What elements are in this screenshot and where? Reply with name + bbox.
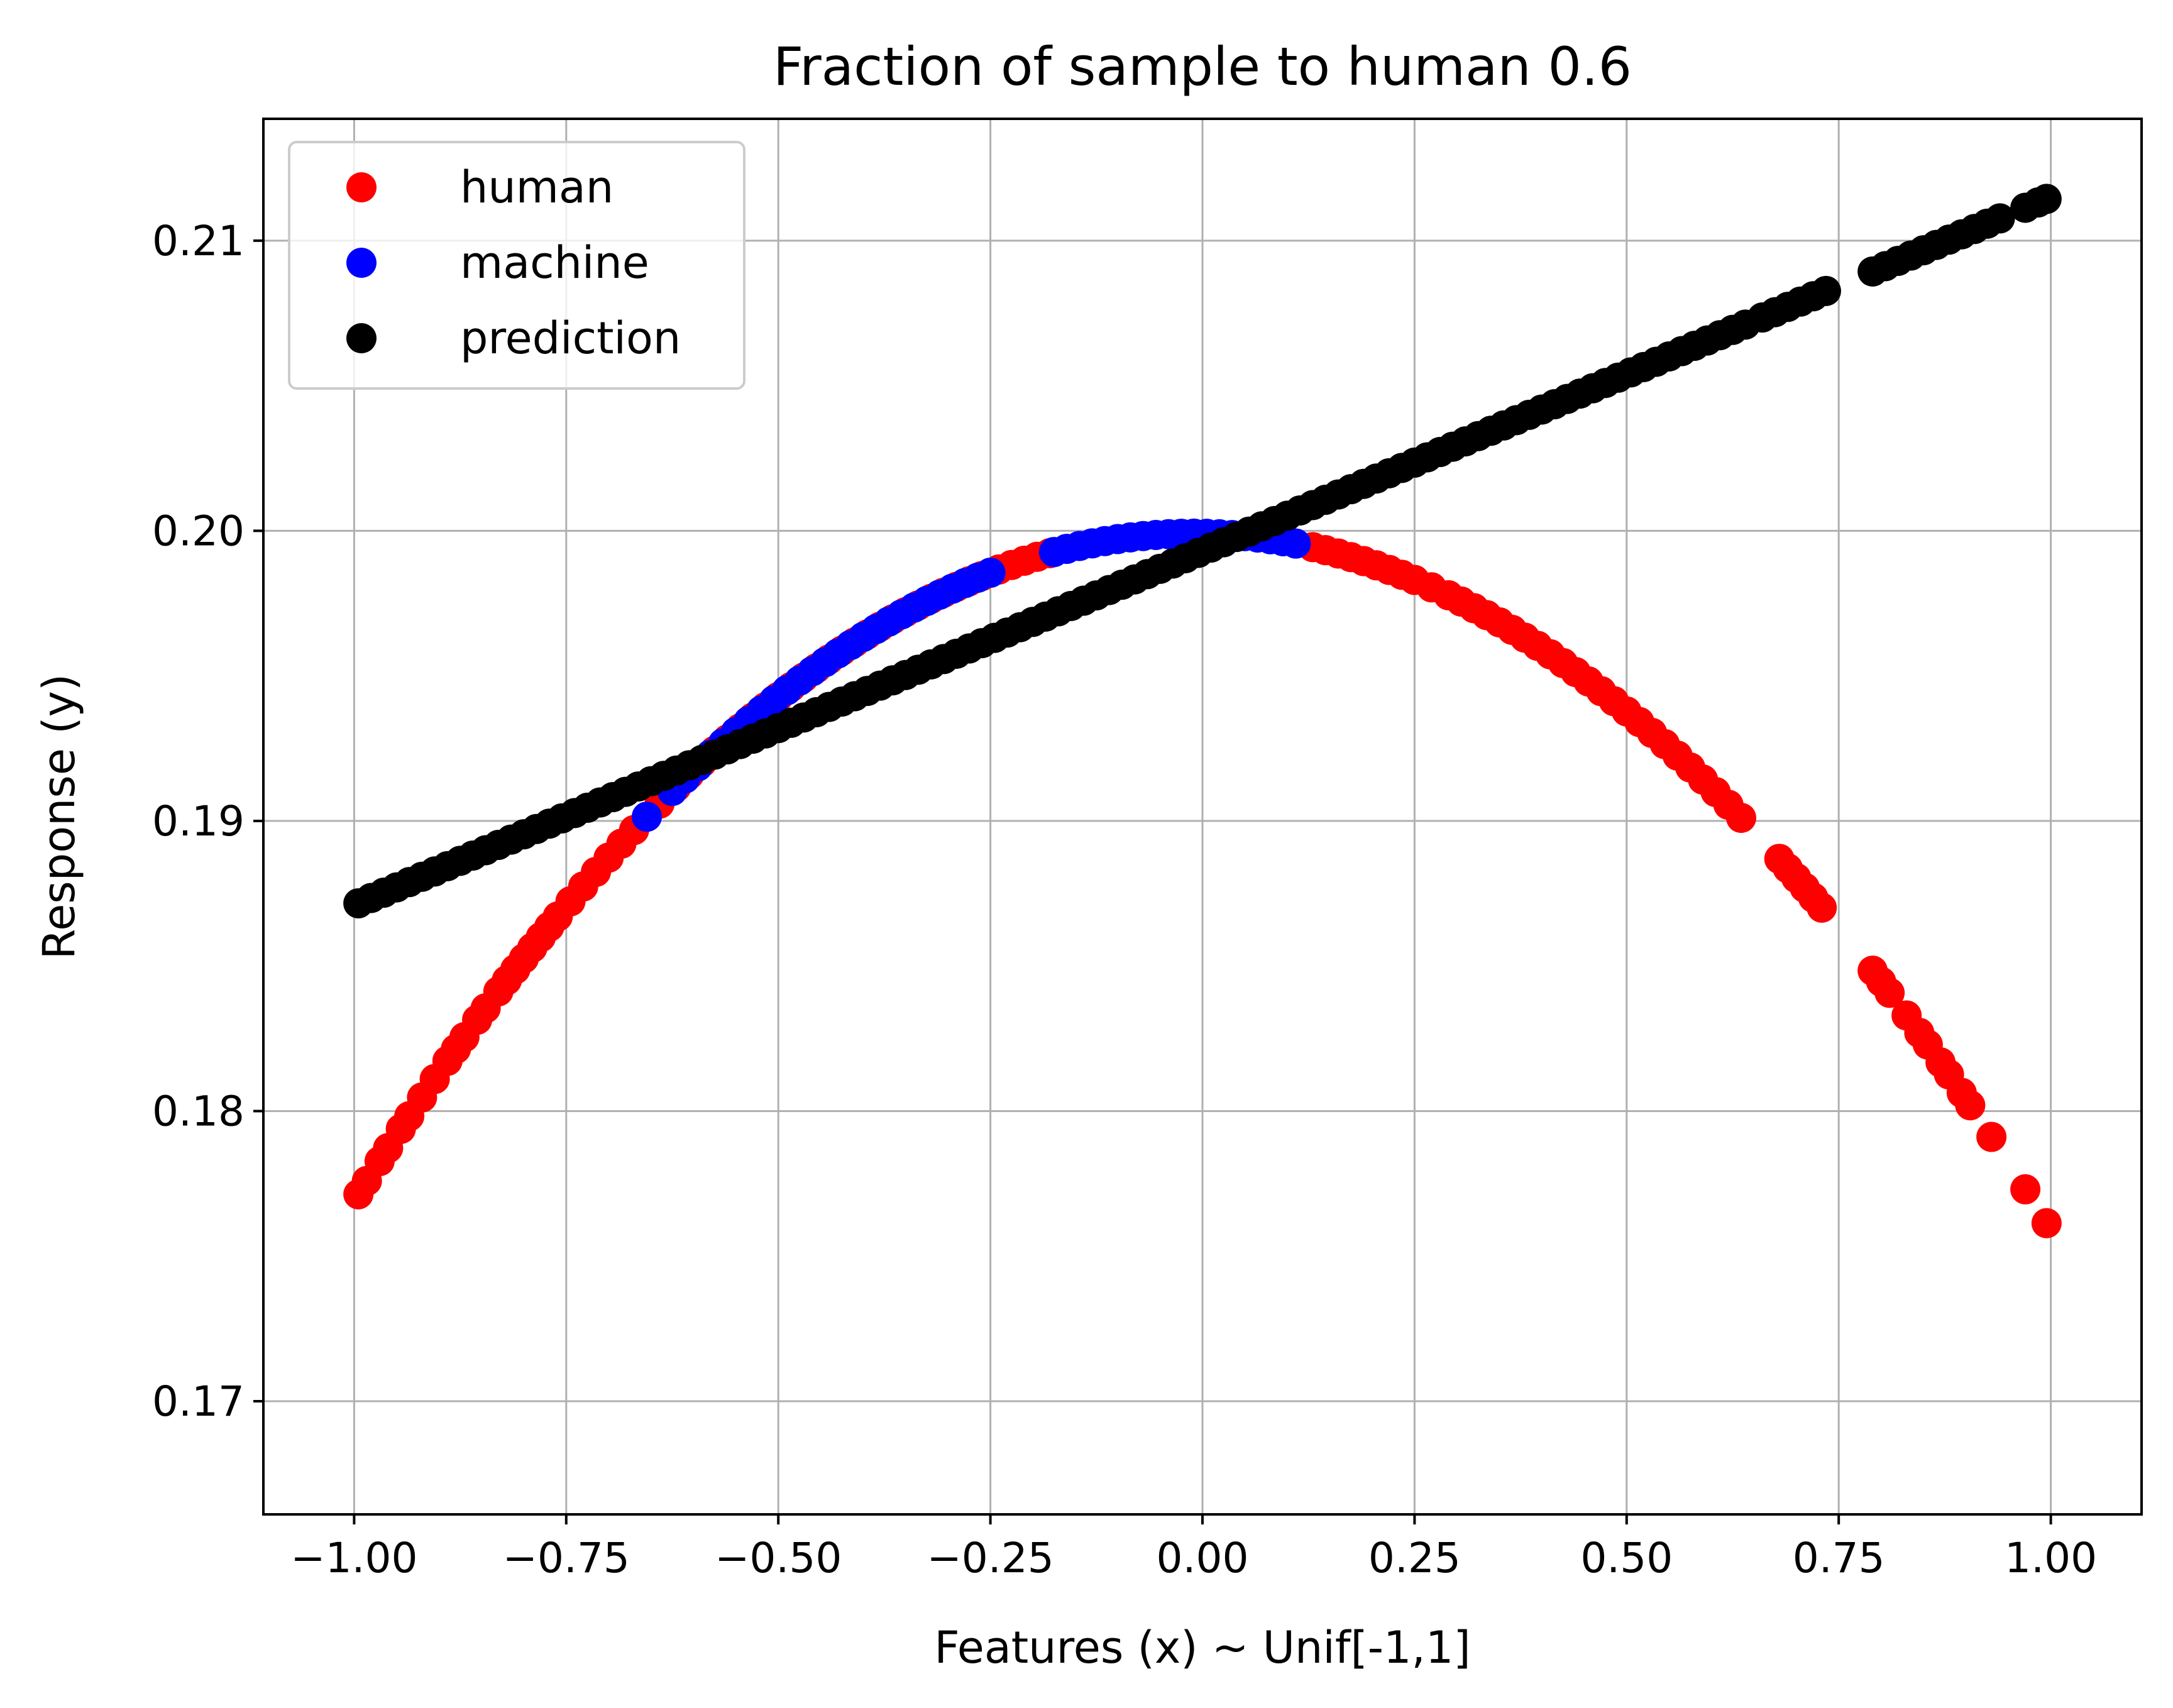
x-tick-label: −0.75	[503, 1534, 630, 1582]
human-point	[1955, 1090, 1986, 1121]
grid-lines	[263, 119, 2142, 1514]
x-tick-label: 0.25	[1368, 1534, 1461, 1582]
x-tick-label: 0.50	[1580, 1534, 1673, 1582]
legend-marker-prediction	[346, 323, 377, 353]
axis-ticks: −1.00 −0.75 −0.50 −0.25 0.00 0.25 0.50 0.75 1.00…	[152, 217, 2097, 1582]
data-points	[343, 184, 2062, 1238]
prediction-point	[2031, 184, 2062, 214]
legend-label-prediction: prediction	[460, 312, 681, 364]
y-tick-label: 0.21	[152, 217, 245, 265]
legend-label-machine: machine	[460, 237, 649, 289]
x-tick-label: 0.00	[1157, 1534, 1249, 1582]
human-point	[1976, 1121, 2007, 1152]
human-point	[1874, 978, 1905, 1008]
machine-point	[975, 558, 1006, 588]
legend-label-human: human	[460, 162, 613, 213]
y-tick-label: 0.18	[152, 1087, 245, 1135]
legend-frame	[288, 141, 745, 390]
legend: human machine prediction	[288, 141, 745, 390]
machine-point	[632, 802, 663, 832]
y-tick-label: 0.19	[152, 797, 245, 846]
x-tick-label: 1.00	[2005, 1534, 2097, 1582]
y-axis-label: Response (y)	[33, 674, 85, 960]
legend-marker-machine	[346, 248, 377, 278]
x-tick-label: −1.00	[290, 1534, 417, 1582]
series-prediction	[343, 184, 2062, 918]
machine-point	[1280, 528, 1311, 559]
human-point	[2010, 1174, 2041, 1204]
x-tick-label: −0.25	[927, 1534, 1053, 1582]
human-point	[2031, 1208, 2062, 1238]
human-point	[1807, 892, 1837, 923]
prediction-point	[1984, 203, 2015, 234]
x-tick-label: −0.50	[715, 1534, 842, 1582]
y-tick-label: 0.17	[152, 1377, 245, 1426]
x-axis-label: Features (x) ~ Unif[-1,1]	[934, 1622, 1470, 1673]
y-tick-label: 0.20	[152, 507, 245, 555]
human-point	[1725, 802, 1756, 833]
x-tick-label: 0.75	[1793, 1534, 1885, 1582]
chart-title: Fraction of sample to human 0.6	[773, 36, 1632, 97]
legend-marker-human	[346, 172, 377, 202]
prediction-point	[1810, 275, 1841, 306]
